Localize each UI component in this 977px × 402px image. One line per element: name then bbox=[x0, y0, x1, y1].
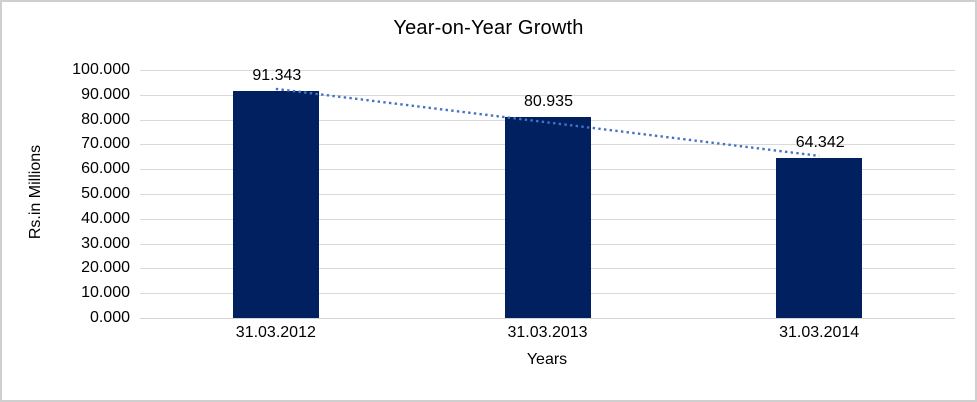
bar-31.03.2012 bbox=[232, 91, 319, 318]
x-axis-line bbox=[140, 318, 955, 319]
x-axis-tick-label: 31.03.2014 bbox=[779, 324, 860, 341]
bar-value-label: 91.343 bbox=[252, 67, 302, 85]
bar-value-label: 64.342 bbox=[795, 134, 845, 152]
y-axis-tick-label: 30.000 bbox=[81, 234, 130, 252]
bar-value-label: 80.935 bbox=[524, 93, 573, 111]
y-axis-tick-label: 90.000 bbox=[81, 85, 130, 103]
x-axis-tick-label: 31.03.2013 bbox=[507, 324, 588, 341]
y-axis-tick-label: 60.000 bbox=[81, 160, 130, 178]
y-axis-tick-label: 50.000 bbox=[81, 185, 130, 202]
gridline bbox=[140, 70, 955, 71]
y-axis-title: Rs.in Millions bbox=[27, 144, 44, 240]
y-axis-tick-label: 40.000 bbox=[81, 209, 130, 227]
y-axis-tick-label: 0.000 bbox=[89, 309, 130, 326]
bar-31.03.2013 bbox=[504, 117, 591, 318]
chart-title: Year-on-Year Growth bbox=[393, 17, 584, 39]
y-axis-tick-label: 20.000 bbox=[81, 259, 130, 277]
x-axis-tick-label: 31.03.2012 bbox=[235, 324, 316, 341]
y-axis-tick-label: 70.000 bbox=[81, 135, 130, 153]
y-axis-tick-label: 100.000 bbox=[72, 61, 130, 78]
bar-31.03.2014 bbox=[776, 158, 863, 318]
x-axis-title: Years bbox=[526, 351, 568, 368]
y-axis-tick-label: 80.000 bbox=[81, 110, 130, 128]
y-axis-tick-label: 10.000 bbox=[81, 284, 130, 302]
